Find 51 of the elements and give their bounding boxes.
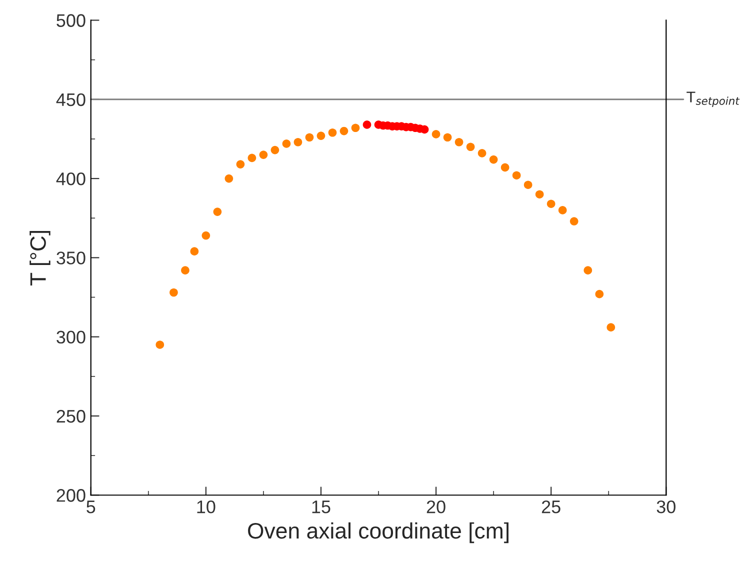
y-tick-label: 400 [56, 172, 86, 186]
point [500, 163, 510, 172]
y-tick-label: 500 [56, 14, 86, 27]
point [524, 180, 532, 190]
point [595, 290, 604, 298]
point [181, 266, 190, 275]
y-axis-title: T [°C] [30, 230, 50, 286]
point [340, 126, 348, 136]
point [170, 288, 178, 297]
point [362, 120, 372, 129]
y-tick-label: 200 [56, 489, 86, 502]
point [294, 138, 302, 146]
point [535, 190, 544, 199]
point [248, 154, 256, 162]
point [282, 140, 291, 148]
point [570, 217, 578, 226]
point [351, 124, 360, 132]
point [156, 340, 164, 349]
point [316, 132, 326, 140]
point [584, 266, 592, 275]
point [478, 149, 486, 158]
point [224, 174, 234, 183]
point [432, 130, 440, 138]
point [443, 133, 452, 142]
point [259, 150, 268, 159]
point [512, 171, 521, 180]
point [546, 200, 556, 208]
point [213, 208, 222, 216]
x-tick-label: 5 [86, 500, 96, 514]
y-tick-label: 350 [56, 252, 86, 264]
point [558, 206, 567, 214]
ref-line-label: T$_{setpoint}$ [686, 92, 740, 107]
x-tick-label: 15 [312, 500, 330, 514]
point [190, 247, 199, 256]
point [454, 138, 464, 146]
y-tick-label: 250 [56, 410, 86, 423]
y-tick-label: 300 [56, 330, 86, 344]
x-tick-label: 30 [656, 500, 676, 514]
x-tick-label: 20 [426, 500, 446, 514]
point [236, 160, 245, 168]
point [305, 133, 314, 142]
point [202, 231, 210, 240]
point [328, 128, 337, 137]
y-tick-label: 450 [56, 93, 86, 106]
x-tick-label: 10 [197, 500, 216, 514]
point [606, 323, 616, 332]
point [270, 146, 280, 154]
x-axis-title: Oven axial coordinate [cm] [248, 522, 508, 544]
point [489, 155, 498, 164]
x-tick-label: 25 [542, 500, 560, 514]
point [466, 142, 475, 152]
